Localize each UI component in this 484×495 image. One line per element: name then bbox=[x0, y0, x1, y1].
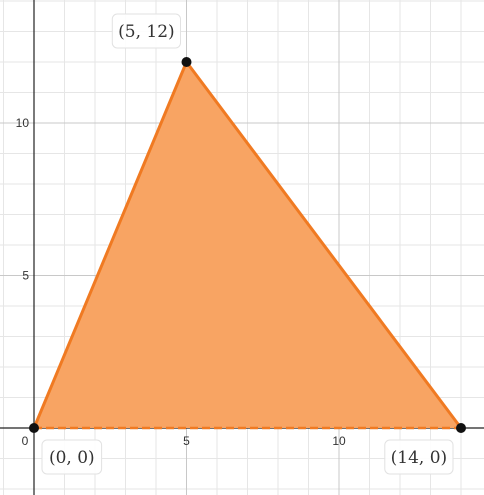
y-tick-label: 5 bbox=[22, 269, 29, 283]
point-label-box bbox=[384, 439, 454, 475]
y-tick-label: 10 bbox=[16, 116, 30, 130]
point-marker bbox=[29, 423, 39, 433]
x-tick-label: 10 bbox=[332, 434, 346, 448]
point-label-box bbox=[41, 439, 103, 475]
point-label-box bbox=[111, 13, 181, 49]
triangle-edge-right bbox=[185, 60, 463, 430]
point-marker bbox=[456, 423, 466, 433]
x-tick-label: 5 bbox=[183, 434, 190, 448]
point-label: (5, 12) bbox=[118, 22, 175, 42]
tick-labels: 0 5 10 5 10 bbox=[16, 116, 346, 448]
triangle-fill bbox=[34, 62, 461, 428]
points-layer: (0, 0) (5, 12) (14, 0) bbox=[29, 13, 466, 475]
triangle-edge-left bbox=[32, 60, 188, 430]
point-label: (0, 0) bbox=[49, 448, 95, 468]
x-tick-label: 0 bbox=[22, 434, 29, 448]
point-marker bbox=[181, 57, 192, 67]
triangle-layer bbox=[32, 60, 463, 430]
point-label: (14, 0) bbox=[391, 448, 448, 468]
